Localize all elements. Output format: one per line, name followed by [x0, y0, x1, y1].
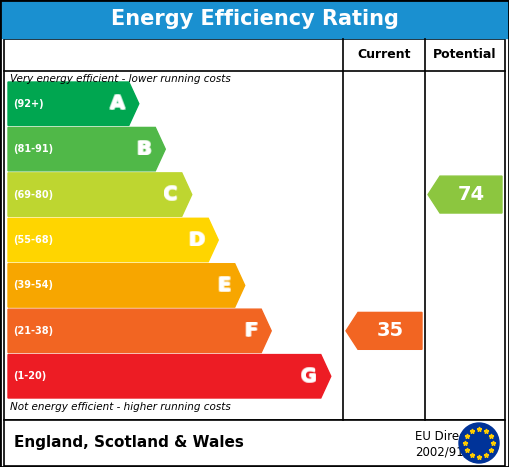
Text: Energy Efficiency Rating: Energy Efficiency Rating — [110, 9, 399, 29]
Text: G: G — [300, 366, 316, 385]
Text: C: C — [164, 184, 179, 203]
Text: D: D — [187, 231, 204, 249]
Text: D: D — [188, 230, 204, 249]
Text: D: D — [188, 231, 204, 249]
Text: A: A — [109, 94, 124, 113]
Text: B: B — [136, 139, 151, 158]
Text: E: E — [217, 277, 230, 296]
Text: B: B — [137, 140, 152, 159]
Text: (81-91): (81-91) — [13, 144, 53, 154]
Text: C: C — [164, 186, 179, 205]
Text: A: A — [110, 93, 126, 113]
Text: F: F — [243, 322, 257, 341]
Text: A: A — [109, 93, 124, 113]
Polygon shape — [8, 354, 331, 398]
Text: B: B — [137, 141, 152, 159]
Circle shape — [459, 423, 499, 463]
Text: A: A — [110, 95, 125, 114]
Text: (55-68): (55-68) — [13, 235, 53, 245]
Text: D: D — [187, 230, 204, 249]
Text: D: D — [187, 231, 204, 250]
Text: Not energy efficient - higher running costs: Not energy efficient - higher running co… — [10, 402, 231, 412]
Text: E: E — [217, 277, 231, 296]
Text: D: D — [189, 230, 205, 249]
Text: A: A — [110, 93, 125, 113]
Polygon shape — [8, 173, 192, 216]
Text: A: A — [110, 94, 125, 113]
Polygon shape — [8, 264, 245, 307]
Text: 74: 74 — [458, 185, 485, 204]
Text: F: F — [245, 322, 258, 341]
Text: E: E — [217, 275, 230, 294]
Text: G: G — [300, 367, 316, 386]
Text: B: B — [136, 140, 151, 159]
Text: F: F — [244, 322, 257, 341]
Text: D: D — [189, 231, 205, 250]
Text: E: E — [217, 276, 231, 295]
Text: G: G — [301, 366, 318, 385]
Text: B: B — [136, 141, 151, 159]
Text: F: F — [244, 321, 257, 340]
Text: E: E — [217, 275, 231, 294]
Polygon shape — [8, 218, 218, 262]
Text: England, Scotland & Wales: England, Scotland & Wales — [14, 436, 244, 451]
Text: A: A — [109, 95, 124, 114]
Text: A: A — [110, 95, 126, 114]
Text: (21-38): (21-38) — [13, 326, 53, 336]
Text: G: G — [301, 367, 317, 386]
Polygon shape — [346, 312, 422, 349]
Text: 35: 35 — [377, 321, 404, 340]
Text: G: G — [301, 366, 317, 385]
Polygon shape — [8, 309, 271, 353]
Text: (69-80): (69-80) — [13, 190, 53, 199]
Bar — [0, 0, 509, 38]
Text: E: E — [218, 277, 232, 296]
Text: C: C — [162, 186, 177, 205]
Text: EU Directive: EU Directive — [415, 430, 488, 443]
Text: (1-20): (1-20) — [13, 371, 46, 381]
Text: G: G — [300, 368, 316, 387]
Text: D: D — [189, 231, 205, 249]
Text: Potential: Potential — [433, 49, 497, 62]
Text: C: C — [164, 185, 179, 204]
Text: B: B — [137, 139, 152, 158]
Text: E: E — [218, 275, 232, 294]
Text: F: F — [243, 320, 257, 340]
Text: B: B — [136, 139, 151, 158]
Text: G: G — [301, 368, 317, 387]
Text: C: C — [162, 185, 177, 204]
Text: A: A — [110, 94, 126, 113]
Text: F: F — [245, 320, 258, 340]
Text: C: C — [162, 184, 177, 203]
Text: Current: Current — [357, 49, 411, 62]
Text: (39-54): (39-54) — [13, 280, 53, 290]
Bar — [4, 39, 505, 420]
Text: F: F — [244, 320, 257, 340]
Text: (92+): (92+) — [13, 99, 44, 109]
Polygon shape — [8, 82, 139, 126]
Polygon shape — [428, 176, 502, 213]
Bar — [4, 420, 505, 466]
Text: F: F — [243, 321, 257, 340]
Text: G: G — [301, 367, 318, 386]
Text: C: C — [163, 186, 178, 205]
Text: E: E — [217, 276, 230, 295]
Text: F: F — [245, 321, 258, 340]
Polygon shape — [8, 127, 165, 171]
Text: C: C — [163, 184, 178, 203]
Text: C: C — [163, 185, 178, 204]
Text: 2002/91/EC: 2002/91/EC — [415, 446, 484, 459]
Text: B: B — [136, 141, 151, 159]
Text: Very energy efficient - lower running costs: Very energy efficient - lower running co… — [10, 74, 231, 84]
Text: E: E — [218, 276, 232, 295]
Text: B: B — [136, 140, 151, 159]
Text: G: G — [301, 368, 318, 387]
Text: D: D — [188, 231, 204, 250]
